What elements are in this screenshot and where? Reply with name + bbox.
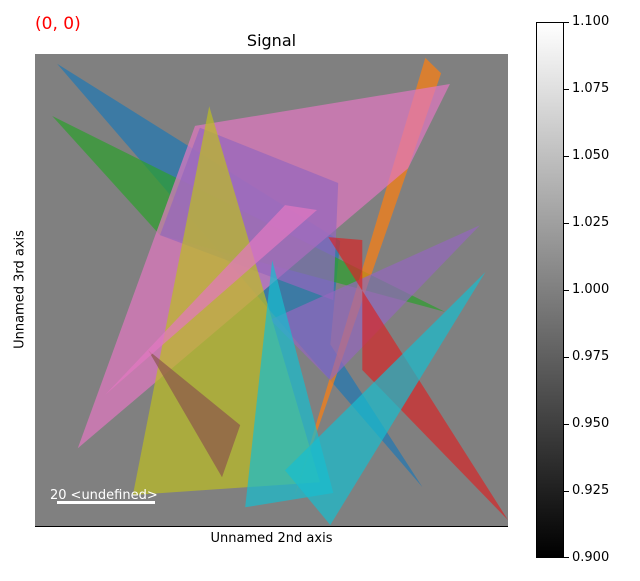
colorbar-tick (564, 491, 569, 492)
colorbar-tick-label: 0.950 (572, 416, 610, 431)
polygon-7 (148, 350, 241, 478)
colorbar-tick (564, 357, 569, 358)
polygon-8 (328, 237, 508, 521)
colorbar-tick (564, 22, 569, 23)
colorbar (536, 22, 564, 558)
colorbar-tick-label: 1.050 (572, 148, 610, 163)
colorbar-tick (564, 223, 569, 224)
colorbar-tick-label: 0.975 (572, 349, 610, 364)
scalebar-label: 20 <undefined> (50, 488, 158, 503)
polygon-5 (270, 225, 480, 381)
colorbar-tick (564, 156, 569, 157)
colorbar-tick-label: 0.900 (572, 550, 610, 565)
colorbar-tick (564, 557, 569, 558)
colorbar-tick-label: 1.100 (572, 14, 610, 29)
polygon-11 (104, 205, 318, 396)
colorbar-tick (564, 424, 569, 425)
colorbar-tick-label: 1.000 (572, 282, 610, 297)
image-plot[interactable]: 20 <undefined> (35, 54, 508, 527)
colorbar-tick (564, 290, 569, 291)
chart-title: Signal (246, 31, 297, 50)
colorbar-tick-label: 0.925 (572, 483, 610, 498)
colorbar-tick-label: 1.025 (572, 215, 610, 230)
colorbar-tick-label: 1.075 (572, 81, 610, 96)
coordinate-indicator: (0, 0) (35, 14, 81, 34)
y-axis-label: Unnamed 3rd axis (12, 230, 28, 349)
polygon-10 (285, 272, 486, 525)
colorbar-tick (564, 89, 569, 90)
x-axis-label: Unnamed 2nd axis (210, 531, 333, 546)
